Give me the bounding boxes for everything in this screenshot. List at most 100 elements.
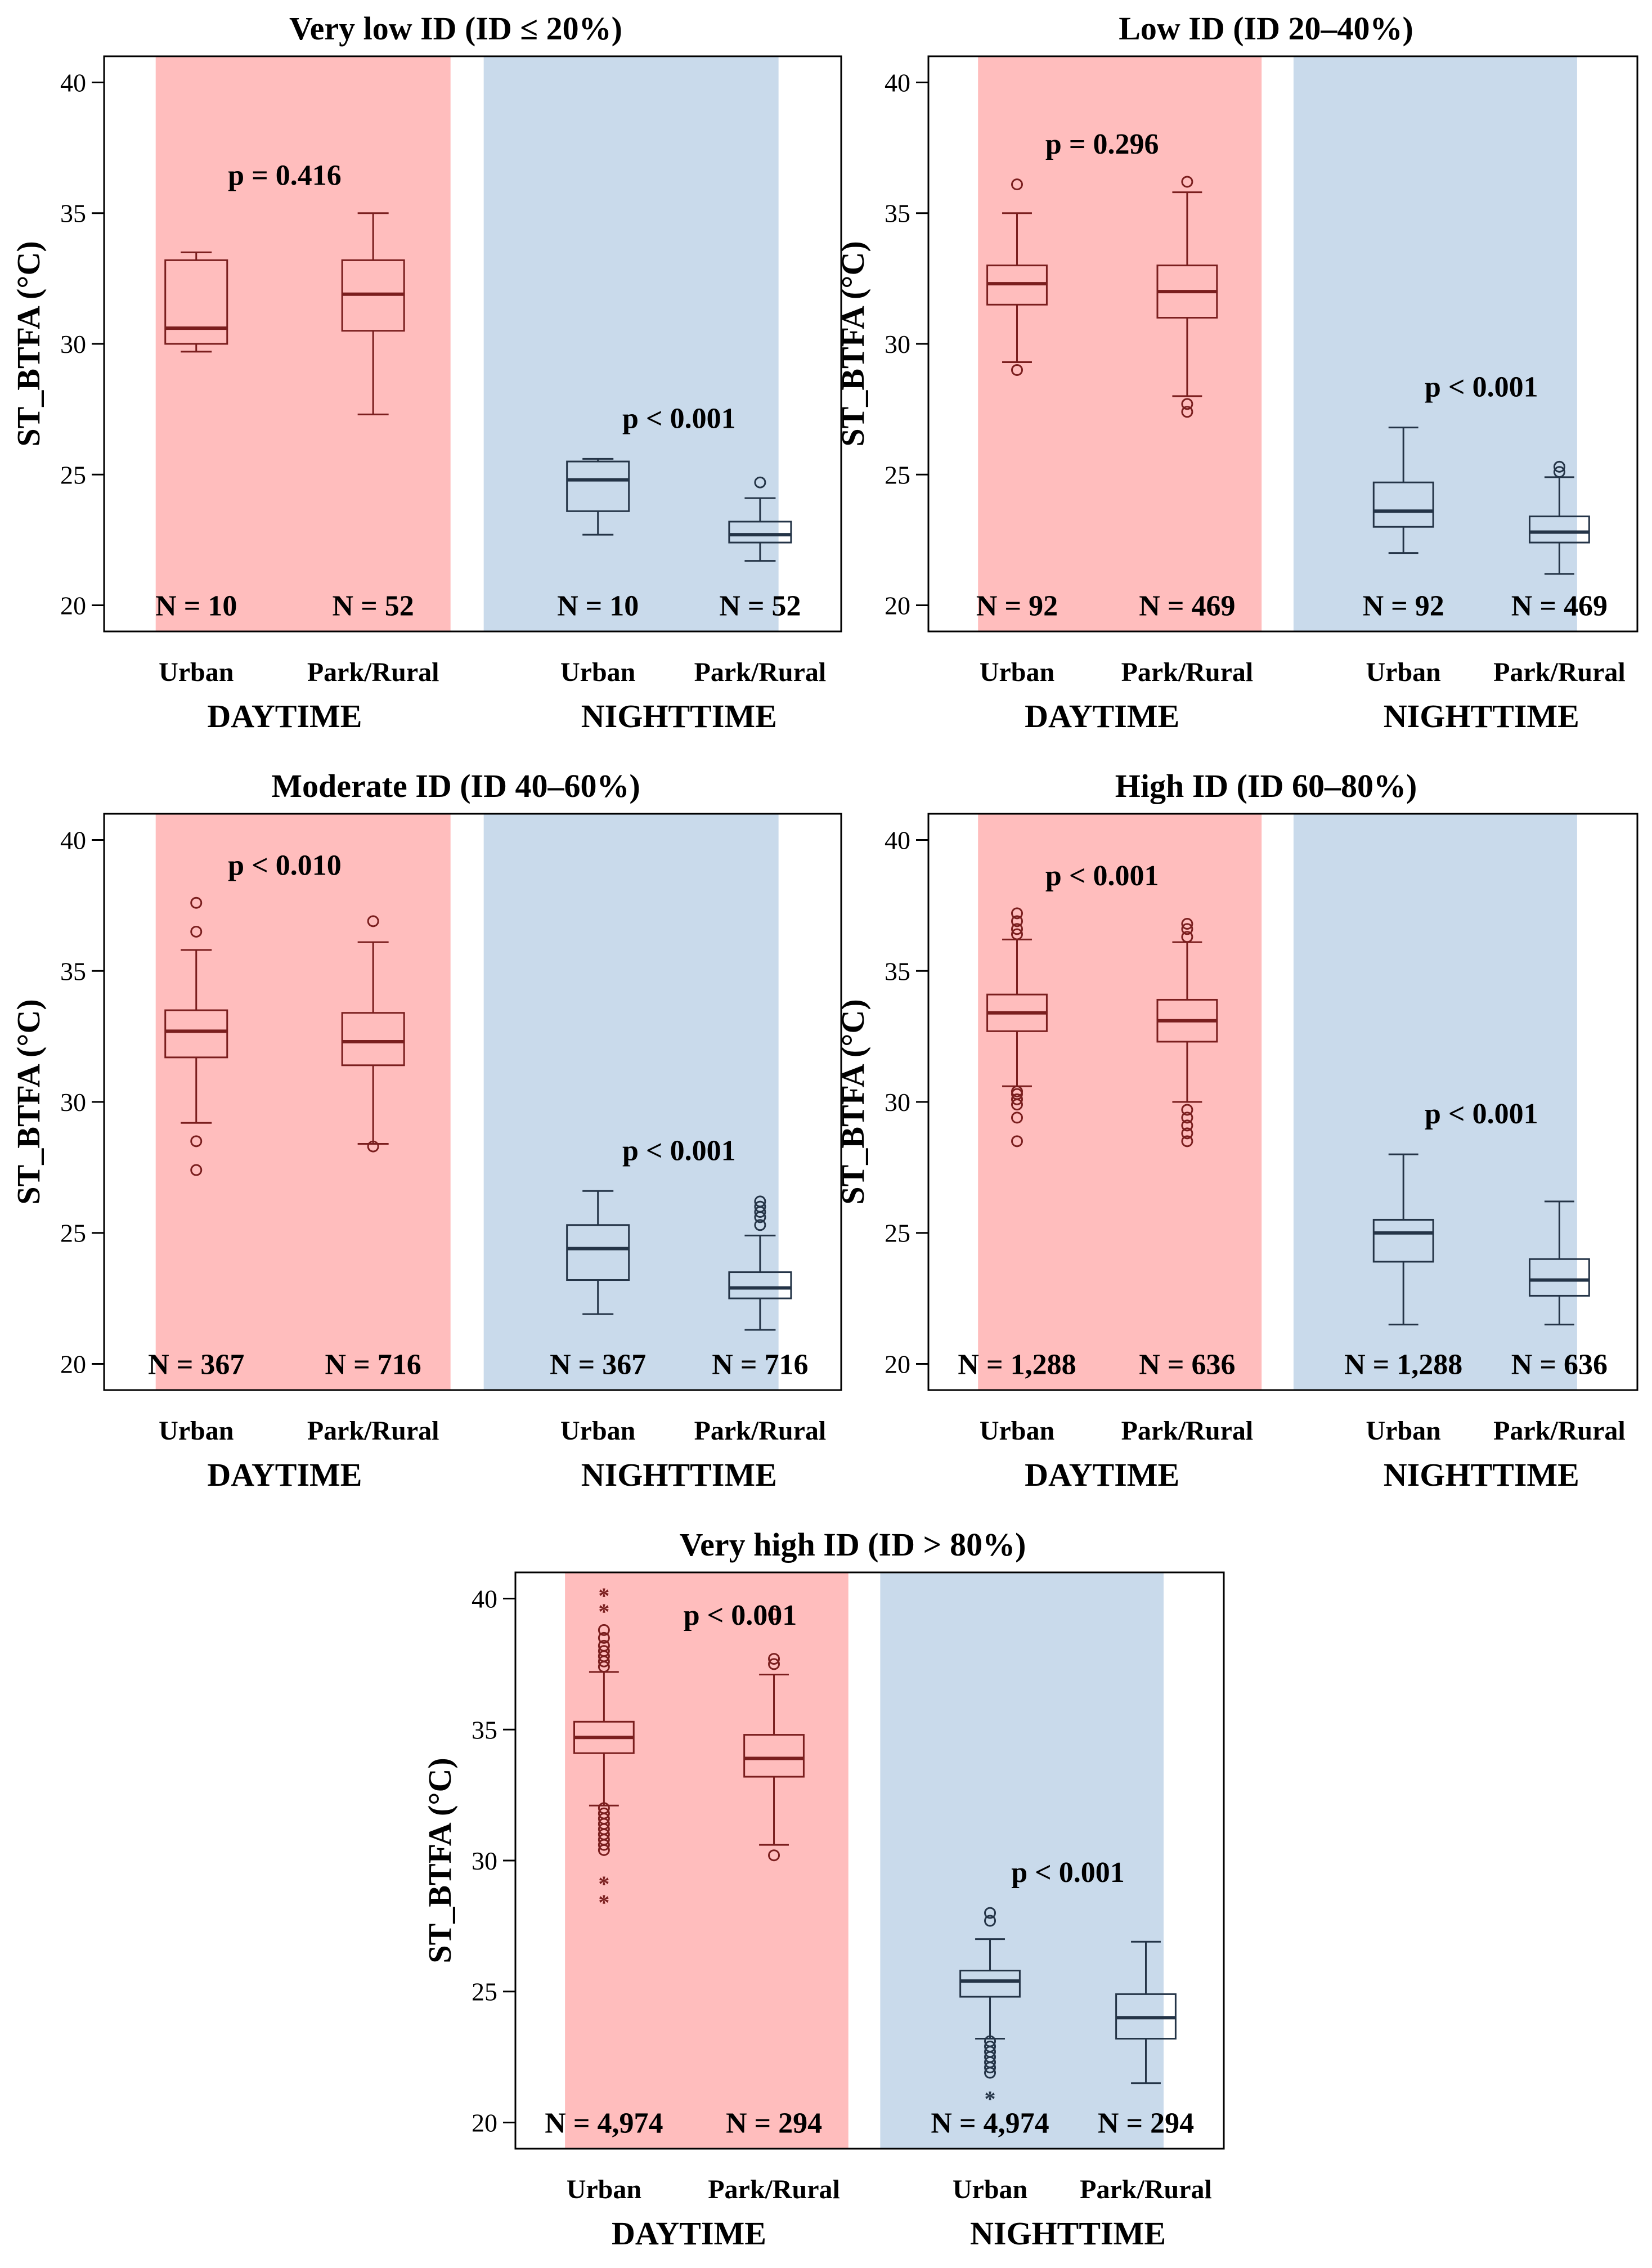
p-value-daytime: p = 0.416 bbox=[228, 160, 342, 192]
box-3: *N = 4,974 Urban bbox=[931, 1907, 1049, 2204]
x-category-label: Urban bbox=[560, 657, 635, 687]
n-label: N = 294 bbox=[726, 2107, 822, 2139]
y-tick-label: 25 bbox=[885, 1219, 910, 1248]
x-category-label: Urban bbox=[1366, 1416, 1441, 1446]
box-1: N = 10 Urban bbox=[155, 251, 237, 687]
x-category-label: Park/Rural bbox=[708, 2175, 840, 2204]
outlier-point bbox=[598, 1802, 610, 1814]
group-label-nighttime: NIGHTTIME bbox=[581, 698, 777, 734]
x-category-label: Urban bbox=[159, 1416, 234, 1446]
y-axis-label: ST_BTFA (°C) bbox=[10, 241, 47, 446]
group-label-daytime: DAYTIME bbox=[1025, 1456, 1179, 1493]
outlier-point bbox=[1181, 1135, 1193, 1148]
outlier-point bbox=[1011, 364, 1023, 376]
y-tick-label: 30 bbox=[885, 1088, 910, 1117]
n-label: N = 52 bbox=[719, 590, 801, 622]
outlier-point bbox=[1181, 406, 1193, 418]
y-tick-label: 20 bbox=[60, 1350, 86, 1378]
y-tick-label: 40 bbox=[60, 826, 86, 855]
y-tick-label: 40 bbox=[885, 68, 910, 97]
iqr-box bbox=[164, 1009, 228, 1059]
x-category-label: Park/Rural bbox=[694, 1416, 827, 1446]
outlier-point bbox=[1011, 907, 1023, 920]
n-label: N = 92 bbox=[1363, 590, 1444, 622]
group-label-nighttime: NIGHTTIME bbox=[1384, 698, 1579, 734]
outlier-point bbox=[768, 1608, 780, 1620]
y-tick-label: 20 bbox=[472, 2108, 497, 2137]
x-category-label: Park/Rural bbox=[1121, 657, 1254, 687]
n-label: N = 716 bbox=[712, 1348, 808, 1380]
outlier-point bbox=[768, 1849, 780, 1862]
outlier-point bbox=[367, 915, 379, 927]
extreme-point: * bbox=[598, 1890, 609, 1915]
box-2: N = 294 Park/Rural bbox=[708, 1608, 840, 2204]
p-value-daytime: p < 0.001 bbox=[684, 1599, 797, 1631]
outlier-point bbox=[754, 1219, 766, 1231]
box-3: N = 1,288 Urban bbox=[1344, 1153, 1462, 1446]
iqr-box bbox=[728, 1271, 792, 1299]
y-tick-label: 20 bbox=[885, 1350, 910, 1378]
extreme-point: * bbox=[598, 1583, 609, 1608]
box-1: N = 1,288 Urban bbox=[958, 907, 1076, 1446]
outlier-point bbox=[1181, 917, 1193, 930]
box-4: N = 294 Park/Rural bbox=[1080, 1940, 1212, 2204]
y-tick-label: 35 bbox=[60, 957, 86, 985]
n-label: N = 469 bbox=[1511, 590, 1608, 622]
outlier-point bbox=[190, 897, 203, 909]
chart-panel-1: 20 25 30 35 40 ST_BTFA (°C) Very low ID (ID ≤ … bbox=[10, 10, 842, 734]
y-tick-label: 20 bbox=[60, 591, 86, 620]
iqr-box bbox=[566, 460, 630, 512]
n-label: N = 10 bbox=[557, 590, 639, 622]
x-category-label: Park/Rural bbox=[694, 657, 827, 687]
y-tick-label: 25 bbox=[60, 1219, 86, 1248]
chart-panel-3: 20 25 30 35 40 ST_BTFA (°C) Moderate ID (ID 40… bbox=[10, 768, 842, 1493]
p-value-nighttime: p < 0.001 bbox=[1425, 1098, 1538, 1130]
outlier-point bbox=[1181, 1119, 1193, 1132]
outlier-point bbox=[1011, 923, 1023, 935]
outlier-point bbox=[754, 476, 766, 488]
box-3: N = 92 Urban bbox=[1363, 427, 1444, 687]
extreme-point: * bbox=[985, 2086, 996, 2112]
n-label: N = 716 bbox=[325, 1348, 421, 1380]
x-category-label: Urban bbox=[980, 657, 1054, 687]
x-category-label: Urban bbox=[1366, 657, 1441, 687]
n-label: N = 367 bbox=[550, 1348, 646, 1380]
outlier-point bbox=[768, 1658, 780, 1670]
extreme-point: * bbox=[598, 1871, 609, 1897]
box-3: N = 10 Urban bbox=[557, 458, 639, 687]
chart-panel-4: 20 25 30 35 40 ST_BTFA (°C) High ID (ID 60–80%… bbox=[834, 768, 1638, 1493]
y-axis-label: ST_BTFA (°C) bbox=[834, 999, 871, 1204]
outlier-point bbox=[1181, 1127, 1193, 1140]
iqr-box bbox=[1528, 1258, 1590, 1297]
box-1: N = 92 Urban bbox=[976, 178, 1058, 687]
chart-title: Very high ID (ID > 80%) bbox=[680, 1526, 1026, 1563]
y-tick-label: 25 bbox=[472, 1978, 497, 2006]
y-tick-label: 35 bbox=[885, 957, 910, 985]
iqr-box bbox=[566, 1224, 630, 1281]
y-tick-label: 35 bbox=[472, 1715, 497, 1744]
box-4: N = 52 Park/Rural bbox=[694, 476, 827, 687]
outlier-point bbox=[598, 1807, 610, 1819]
iqr-box bbox=[728, 521, 792, 544]
y-axis-label: ST_BTFA (°C) bbox=[10, 999, 47, 1204]
daytime-band bbox=[155, 814, 451, 1390]
outlier-point bbox=[1181, 1104, 1193, 1116]
outlier-point bbox=[598, 1645, 610, 1657]
n-label: N = 52 bbox=[333, 590, 414, 622]
iqr-box bbox=[1372, 481, 1434, 528]
box-2: N = 636 Park/Rural bbox=[1121, 917, 1254, 1446]
p-value-nighttime: p < 0.001 bbox=[1425, 371, 1538, 404]
daytime-band bbox=[978, 814, 1262, 1390]
y-tick-label: 20 bbox=[885, 591, 910, 620]
outlier-point bbox=[367, 1140, 379, 1153]
p-value-nighttime: p < 0.001 bbox=[1011, 1857, 1125, 1889]
daytime-band bbox=[978, 56, 1262, 631]
outlier-point bbox=[190, 1135, 203, 1148]
x-category-label: Park/Rural bbox=[1121, 1416, 1254, 1446]
x-category-label: Park/Rural bbox=[307, 1416, 439, 1446]
group-label-nighttime: NIGHTTIME bbox=[1384, 1456, 1579, 1493]
outlier-point bbox=[190, 1164, 203, 1176]
n-label: N = 469 bbox=[1139, 590, 1235, 622]
group-label-nighttime: NIGHTTIME bbox=[970, 2215, 1166, 2252]
